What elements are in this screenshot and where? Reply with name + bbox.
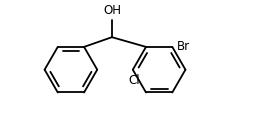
Text: Cl: Cl — [128, 74, 140, 87]
Text: Br: Br — [177, 40, 190, 53]
Text: OH: OH — [103, 4, 121, 17]
